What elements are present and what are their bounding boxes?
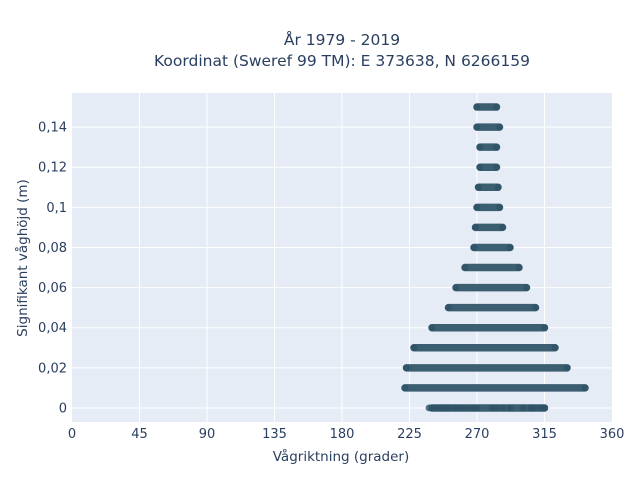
scatter-point xyxy=(530,404,538,412)
band-start-point xyxy=(428,324,436,332)
band-start-point xyxy=(476,143,484,151)
chart-title-line-1: År 1979 - 2019 xyxy=(284,30,400,49)
band-start-point xyxy=(470,244,478,251)
band-end-point xyxy=(581,384,589,392)
scatter-point xyxy=(473,404,481,412)
x-tick-label: 45 xyxy=(131,427,148,442)
scatter-point xyxy=(499,404,506,412)
y-tick-label: 0,04 xyxy=(38,321,67,336)
y-tick-label: 0 xyxy=(59,401,67,416)
band-end-point xyxy=(563,364,571,372)
band-end-point xyxy=(551,344,559,352)
band-end-point xyxy=(493,103,500,111)
y-tick-label: 0,08 xyxy=(38,241,67,256)
scatter-point xyxy=(493,404,500,412)
band-start-point xyxy=(475,183,482,191)
x-tick-label: 90 xyxy=(199,427,216,442)
y-tick-label: 0,02 xyxy=(38,361,67,376)
scatter-point xyxy=(463,404,470,412)
band-end-point xyxy=(496,123,503,131)
data-points xyxy=(401,103,589,412)
band-end-point xyxy=(506,244,514,251)
band-start-point xyxy=(476,163,484,171)
scatter-point xyxy=(433,404,440,412)
band-start-point xyxy=(445,304,452,312)
chart-title-line-2: Koordinat (Sweref 99 TM): E 373638, N 62… xyxy=(154,52,530,70)
band-start-point xyxy=(473,203,481,211)
y-tick-label: 0,12 xyxy=(38,161,67,176)
band-start-point xyxy=(473,123,481,131)
y-tick-label: 0,06 xyxy=(38,281,67,296)
band-end-point xyxy=(523,284,530,291)
band-end-point xyxy=(493,143,500,151)
band-end-point xyxy=(515,264,523,271)
x-tick-label: 315 xyxy=(532,427,557,442)
scatter-point xyxy=(520,404,527,412)
scatter-point xyxy=(457,404,464,412)
band-start-point xyxy=(473,103,481,111)
y-tick-label: 0,1 xyxy=(46,201,67,216)
band-start-point xyxy=(452,284,460,291)
x-tick-label: 180 xyxy=(330,427,355,442)
y-axis-ticks: 0 0,02 0,04 0,06 0,08 0,1 0,12 0,14 xyxy=(38,121,67,417)
x-axis-ticks: 0 45 90 135 180 225 270 315 360 xyxy=(68,427,625,442)
band-start-point xyxy=(410,344,418,352)
band-start-point xyxy=(401,384,409,392)
x-tick-label: 360 xyxy=(600,427,625,442)
scatter-point xyxy=(446,404,454,412)
x-axis-title: Vågriktning (grader) xyxy=(273,448,410,465)
scatter-point xyxy=(425,404,433,412)
band-end-point xyxy=(496,203,503,211)
scatter-point xyxy=(541,404,548,412)
band-start-point xyxy=(461,264,469,271)
band-end-point xyxy=(541,324,548,332)
band-end-point xyxy=(493,163,500,171)
band-start-point xyxy=(472,224,479,231)
band-start-point xyxy=(403,364,410,372)
x-tick-label: 270 xyxy=(465,427,490,442)
x-tick-label: 135 xyxy=(262,427,287,442)
band-end-point xyxy=(499,224,506,231)
band-end-point xyxy=(494,183,502,191)
x-tick-label: 0 xyxy=(68,427,76,442)
band-end-point xyxy=(532,304,539,312)
scatter-point xyxy=(506,404,514,412)
y-tick-label: 0,14 xyxy=(38,121,67,136)
x-tick-label: 225 xyxy=(397,427,422,442)
y-axis-title: Signifikant våghöjd (m) xyxy=(14,179,31,337)
